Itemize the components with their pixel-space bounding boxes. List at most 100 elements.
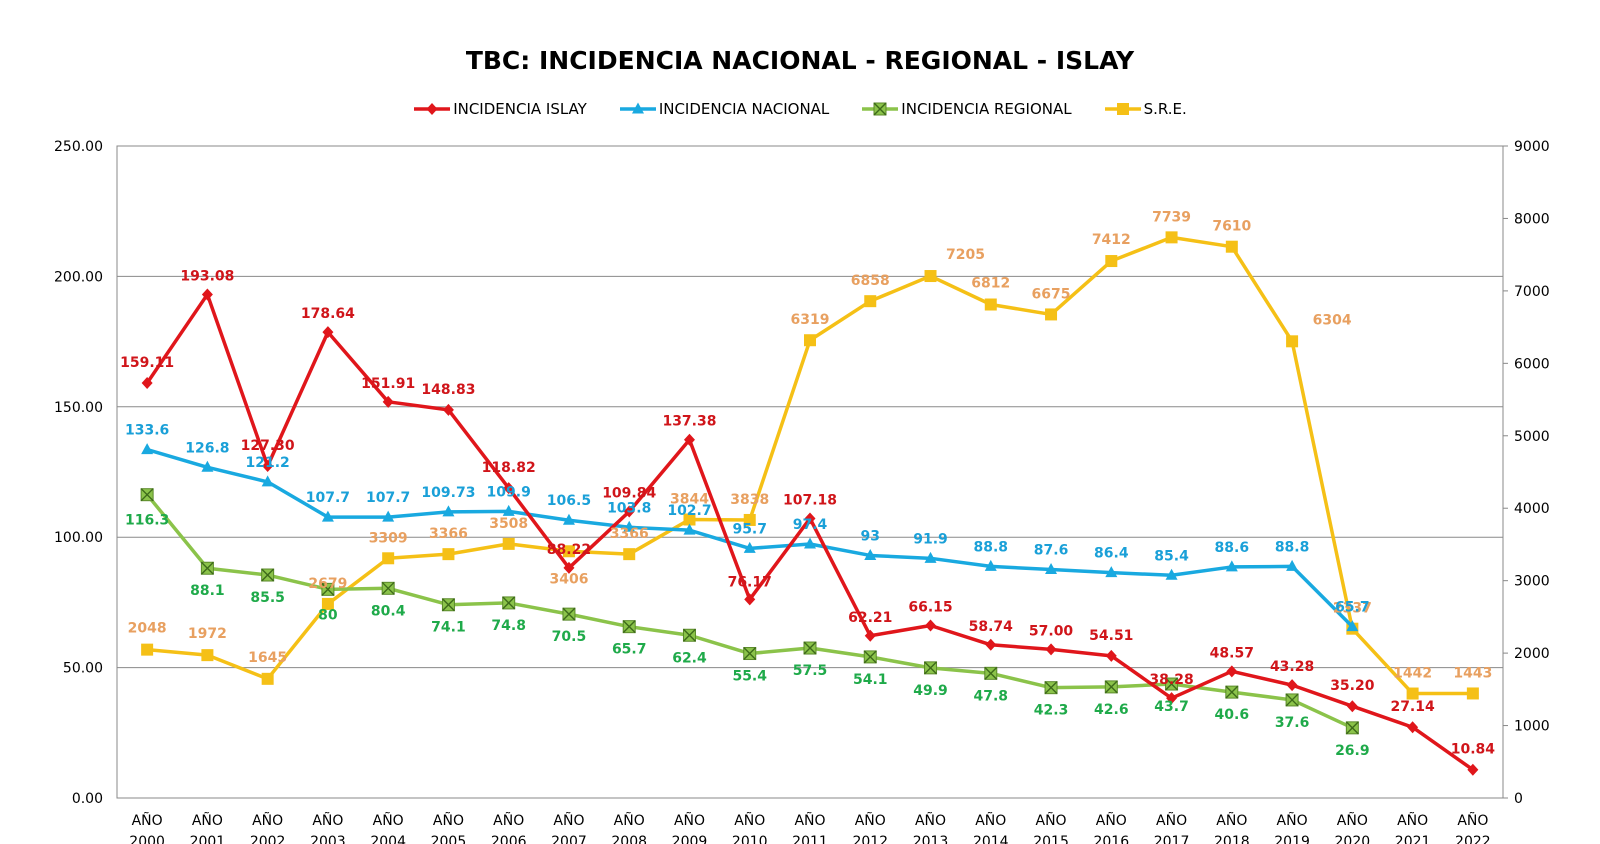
data-label: 133.6 [125, 423, 169, 439]
data-label: 49.9 [913, 683, 948, 699]
data-point [683, 523, 696, 535]
data-point [924, 551, 937, 563]
data-point [1346, 700, 1358, 713]
data-point [322, 326, 334, 339]
data-label: 37.6 [1275, 715, 1310, 731]
legend-label: S.R.E. [1143, 100, 1187, 118]
legend-swatch [862, 102, 899, 116]
data-point [864, 548, 877, 560]
data-point [1225, 240, 1238, 253]
data-label: 54.1 [853, 672, 888, 688]
data-label: 88.8 [974, 539, 1009, 555]
data-point [1345, 721, 1359, 735]
legend-item: INCIDENCIA ISLAY [413, 100, 587, 118]
data-label: 65.7 [612, 642, 647, 658]
x-tick-label: AÑO 2011 [792, 812, 828, 844]
data-point [1286, 679, 1298, 692]
y-right-tick-label: 4000 [1514, 501, 1550, 517]
x-tick-label: AÑO 2000 [129, 812, 165, 844]
legend-item: S.R.E. [1104, 100, 1187, 118]
data-label: 91.9 [913, 531, 948, 547]
data-point [743, 647, 757, 661]
data-label: 6319 [791, 312, 830, 328]
data-point [1105, 649, 1117, 662]
data-point [262, 460, 274, 473]
data-label: 121.2 [246, 455, 290, 471]
data-point [984, 559, 997, 571]
data-label: 74.1 [431, 620, 466, 636]
data-label: 40.6 [1215, 707, 1250, 723]
x-tick-label: AÑO 2004 [370, 812, 406, 844]
y-right-tick-label: 0 [1514, 791, 1523, 807]
data-point [261, 672, 274, 685]
legend-marker [873, 102, 887, 116]
data-label: 87.6 [1034, 543, 1069, 559]
data-point [562, 607, 576, 621]
data-point [1105, 255, 1118, 268]
data-label: 38.28 [1149, 672, 1193, 688]
y-right-tick-label: 6000 [1514, 356, 1550, 372]
data-point [442, 403, 454, 416]
series-incidencia-nacional [141, 443, 1359, 632]
y-right-tick-label: 9000 [1514, 139, 1550, 155]
data-point [1406, 687, 1419, 700]
x-tick-label: AÑO 2014 [973, 812, 1009, 844]
legend-marker [1116, 103, 1129, 115]
data-label: 26.9 [1335, 743, 1370, 759]
data-label: 1972 [188, 626, 227, 642]
chart-title: TBC: INCIDENCIA NACIONAL - REGIONAL - IS… [465, 46, 1135, 75]
data-point [201, 288, 213, 301]
data-label: 6812 [971, 276, 1010, 292]
data-point [563, 561, 575, 574]
data-point [1165, 568, 1178, 580]
data-point [382, 395, 394, 408]
data-label: 57.5 [793, 663, 828, 679]
data-label: 3508 [489, 516, 528, 532]
data-label: 88.6 [1215, 540, 1250, 556]
data-point [924, 661, 938, 675]
data-point [925, 619, 937, 632]
data-label: 43.7 [1154, 699, 1189, 715]
y-right-tick-label: 5000 [1514, 429, 1550, 445]
data-label: 86.4 [1094, 546, 1129, 562]
data-label: 3309 [369, 530, 408, 546]
data-point [804, 537, 816, 549]
x-tick-label: AÑO 2012 [852, 812, 888, 844]
data-label: 107.7 [306, 490, 350, 506]
data-label: 27.14 [1390, 699, 1435, 715]
data-point [141, 377, 153, 390]
data-point [984, 298, 997, 311]
data-label: 54.51 [1089, 628, 1133, 644]
data-point [864, 629, 876, 642]
data-label: 55.4 [732, 669, 767, 685]
data-label: 47.8 [974, 688, 1009, 704]
data-point [261, 475, 274, 487]
y-right-tick-label: 2000 [1514, 646, 1550, 662]
data-label: 3406 [549, 571, 588, 587]
data-label: 148.83 [421, 382, 475, 398]
data-label: 95.7 [732, 521, 767, 537]
data-point [442, 505, 455, 517]
data-label: 88.22 [547, 542, 591, 558]
data-label: 2048 [128, 621, 167, 637]
data-point [1286, 335, 1299, 348]
data-label: 35.20 [1330, 678, 1375, 694]
data-label: 3838 [730, 492, 769, 508]
data-point [562, 513, 575, 525]
x-tick-label: AÑO 2007 [551, 812, 587, 844]
data-label: 93 [861, 528, 880, 544]
data-point [803, 641, 817, 655]
y-left-tick-label: 50.00 [63, 661, 103, 677]
data-label: 62.21 [848, 610, 892, 626]
data-point [1225, 560, 1238, 572]
data-label: 126.8 [185, 440, 229, 456]
x-tick-label: AÑO 2009 [672, 812, 708, 844]
data-point [683, 513, 696, 526]
data-point [1285, 693, 1299, 707]
data-label: 107.18 [783, 492, 837, 508]
legend-item: INCIDENCIA REGIONAL [861, 100, 1072, 118]
data-label: 62.4 [672, 650, 707, 666]
x-tick-label: AÑO 2021 [1395, 812, 1431, 844]
x-tick-label: AÑO 2010 [732, 812, 768, 844]
